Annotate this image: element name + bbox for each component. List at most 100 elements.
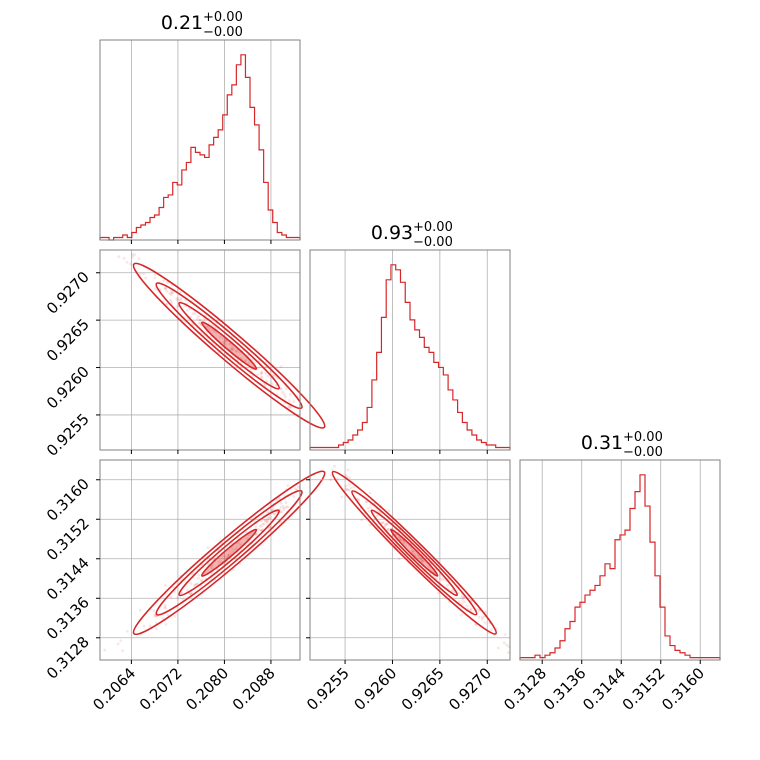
sample-point	[131, 255, 135, 259]
contour-2	[155, 489, 303, 616]
sample-point	[420, 558, 423, 561]
sample-point	[282, 392, 286, 396]
sample-point	[287, 399, 291, 402]
sample-point	[266, 521, 269, 525]
sample-point	[282, 506, 286, 510]
sample-point	[125, 630, 129, 633]
sample-point	[244, 359, 248, 362]
panel-frame	[99, 249, 301, 451]
contour-1	[178, 301, 281, 390]
sample-point	[413, 553, 417, 557]
sample-point	[279, 506, 283, 509]
sample-point	[152, 609, 156, 612]
sample-point	[256, 532, 260, 535]
sample-point	[402, 540, 406, 544]
sample-point	[475, 607, 479, 611]
sample-point	[131, 252, 134, 256]
sample-point	[271, 382, 274, 386]
contour-0	[200, 321, 258, 370]
sample-point	[163, 604, 167, 607]
sample-point	[231, 348, 235, 352]
sample-point	[446, 583, 449, 587]
panel-title-minus-0: −0.00	[203, 25, 243, 40]
sample-point	[103, 648, 107, 652]
sample-point	[422, 559, 425, 563]
sample-point	[247, 361, 251, 364]
sample-point	[260, 375, 263, 379]
sample-point	[226, 553, 230, 557]
sample-point	[229, 347, 233, 351]
sample-point	[224, 338, 228, 342]
sample-point	[386, 527, 390, 531]
sample-point	[170, 289, 173, 293]
sample-point	[253, 361, 257, 364]
sample-point	[260, 370, 264, 374]
sample-point	[505, 643, 508, 647]
sample-point	[197, 576, 200, 580]
sample-point	[348, 483, 351, 487]
sample-point	[235, 545, 239, 549]
sample-point	[154, 288, 158, 291]
sample-point	[138, 608, 142, 612]
sample-point	[399, 538, 403, 541]
histogram-0	[99, 54, 301, 241]
sample-point	[125, 260, 129, 264]
sample-point	[165, 302, 169, 306]
sample-point	[268, 526, 271, 529]
sample-point	[418, 555, 421, 559]
sample-point	[161, 617, 165, 620]
sample-point	[129, 262, 132, 266]
sample-point	[228, 553, 231, 557]
sample-point	[188, 592, 192, 596]
sample-point	[133, 253, 137, 257]
contour-0	[200, 528, 258, 577]
sample-point	[264, 519, 268, 523]
sample-point	[347, 488, 351, 492]
sample-point	[289, 406, 292, 409]
panel-title-plus-0: +0.00	[203, 10, 243, 25]
sample-point	[196, 315, 200, 318]
sample-point	[164, 287, 168, 290]
sample-point	[198, 318, 202, 322]
sample-point	[274, 383, 278, 387]
sample-point	[263, 519, 267, 522]
sample-point	[163, 584, 167, 587]
histogram-2	[519, 474, 721, 660]
sample-point	[153, 276, 157, 280]
sample-point	[368, 523, 372, 527]
sample-point	[272, 373, 276, 377]
sample-point	[117, 255, 121, 259]
sample-point	[116, 642, 120, 646]
contour-3	[132, 470, 326, 636]
sample-point	[268, 526, 272, 529]
sample-point	[191, 323, 195, 327]
sample-point	[271, 508, 275, 511]
sample-point	[420, 560, 424, 563]
sample-point	[155, 627, 159, 631]
contour-0	[390, 528, 439, 577]
sample-point	[163, 605, 167, 609]
sample-point	[270, 508, 274, 512]
sample-point	[179, 299, 183, 302]
sample-point	[260, 376, 264, 380]
sample-point	[297, 485, 300, 489]
sample-point	[192, 584, 196, 587]
sample-point	[381, 521, 384, 525]
sample-point	[384, 524, 387, 527]
sample-point	[483, 621, 487, 625]
sample-point	[206, 546, 210, 550]
sample-point	[478, 609, 481, 613]
sample-point	[288, 392, 292, 396]
sample-point	[272, 512, 276, 516]
panel-frame	[309, 249, 511, 451]
sample-point	[502, 641, 506, 645]
sample-point	[289, 405, 292, 409]
sample-point	[262, 522, 266, 526]
sample-point	[459, 613, 463, 617]
sample-point	[439, 573, 442, 577]
panel-title-plus-2: +0.00	[623, 430, 663, 445]
sample-point	[205, 326, 209, 329]
sample-point	[286, 484, 290, 487]
sample-point	[279, 387, 283, 391]
sample-point	[280, 510, 284, 514]
